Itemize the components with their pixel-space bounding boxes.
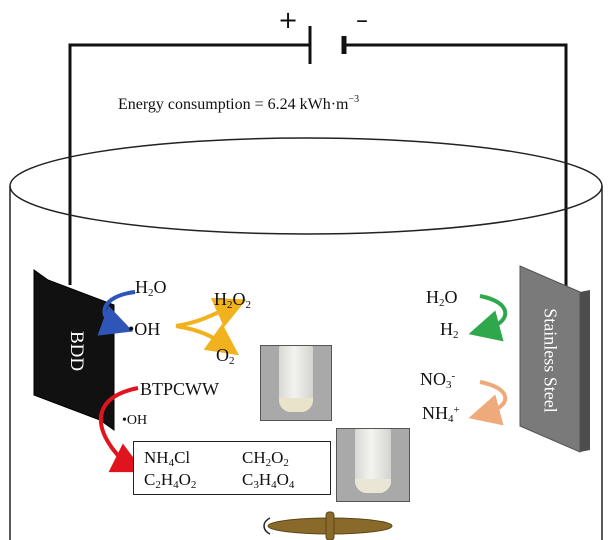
cathode-label: Stainless Steel — [540, 308, 561, 413]
orange-arrow-down — [175, 323, 240, 356]
btpcww-label: BTPCWW — [140, 379, 219, 399]
orange-arrow-up — [175, 298, 247, 328]
stir-bar-icon — [263, 511, 393, 540]
anode-label: BDD — [66, 330, 87, 372]
energy-consumption-label: Energy consumption = 6.24 kWh·m−3 — [118, 94, 360, 113]
beaker-rim — [9, 137, 603, 235]
o2-product: O2 — [216, 345, 235, 367]
anode-electrode — [33, 269, 115, 431]
blue-arrow — [97, 290, 136, 336]
anode-h2o: H2O — [135, 277, 167, 299]
products-box: NH4Cl CH2O2 C2H4O2 C3H4O4 — [133, 441, 331, 495]
ammonium-label: NH4+ — [422, 403, 460, 425]
product-nh4cl: NH4Cl — [144, 448, 191, 469]
vial-photo-icon-after — [336, 428, 410, 502]
battery-plus-sign: + — [278, 6, 299, 34]
battery-minus-sign: – — [356, 6, 368, 34]
product-c2h4o2: C2H4O2 — [144, 470, 197, 491]
salmon-arrow — [468, 380, 508, 426]
h2o2-product: H2O2 — [214, 289, 251, 311]
hydroxyl-radical-small: •OH — [122, 413, 148, 428]
cathode-h2o: H2O — [426, 287, 458, 309]
product-c3h4o4: C3H4O4 — [242, 470, 295, 491]
hydroxyl-radical: •OH — [128, 319, 161, 339]
cathode-h2: H2 — [440, 319, 459, 341]
red-arrow — [98, 386, 145, 473]
wire-left — [68, 43, 310, 285]
cathode-edge — [580, 290, 590, 452]
green-arrow — [468, 294, 508, 342]
product-ch2o2: CH2O2 — [242, 448, 289, 469]
vial-photo-icon-before — [260, 345, 332, 421]
battery-icon — [308, 26, 347, 64]
wire-right — [344, 43, 568, 290]
nitrate-label: NO3- — [420, 369, 456, 391]
